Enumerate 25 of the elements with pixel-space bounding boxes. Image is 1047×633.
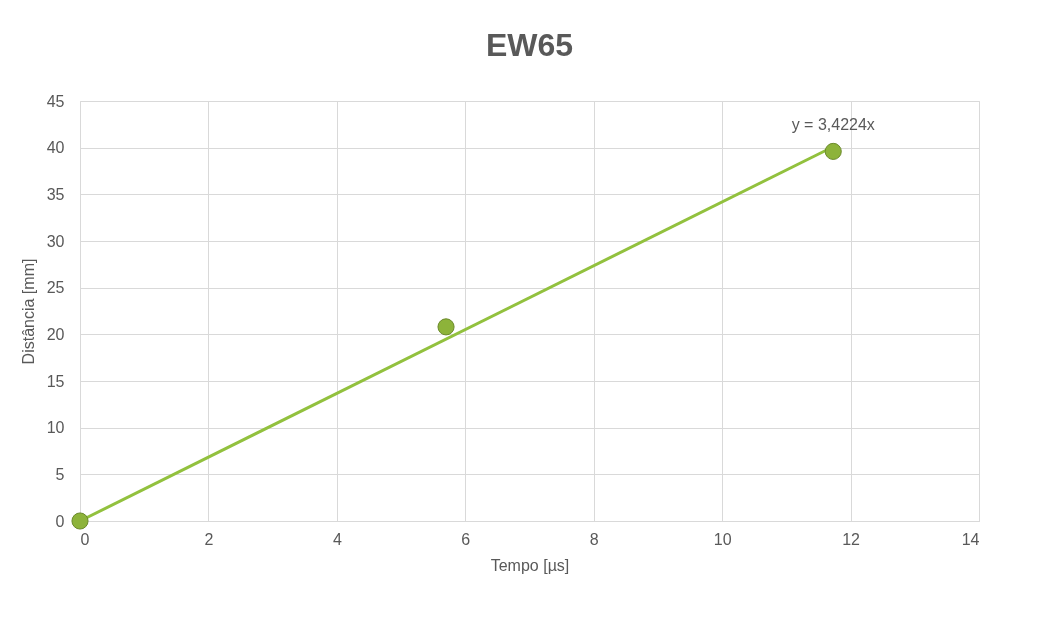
y-axis-title: Distância [mm]: [19, 258, 37, 365]
x-tick-label: 8: [589, 530, 599, 548]
y-tick-label: 10: [46, 419, 65, 437]
x-tick-label: 2: [204, 530, 214, 548]
x-tick-label: 4: [332, 530, 342, 548]
x-tick-label: 14: [961, 530, 980, 548]
x-tick-label: 6: [461, 530, 471, 548]
chart-title: EW65: [485, 27, 574, 63]
y-tick-label: 40: [46, 139, 65, 157]
y-tick-label: 35: [46, 185, 65, 203]
annotation: y = 3,4224x: [791, 115, 875, 133]
point: [824, 142, 842, 160]
y-tick-label: 45: [46, 92, 65, 110]
y-tick-label: 20: [46, 325, 65, 343]
y-tick-label: 15: [46, 372, 65, 390]
x-tick-label: 10: [713, 530, 732, 548]
y-tick-label: 5: [55, 465, 65, 483]
y-tick-label: 30: [46, 232, 65, 250]
x-axis-title: Tempo [µs]: [490, 556, 570, 574]
y-tick-label: 0: [55, 512, 65, 530]
point: [437, 318, 455, 336]
x-tick-label: 12: [842, 530, 861, 548]
x-tick-label: 0: [80, 530, 90, 548]
point: [71, 512, 89, 530]
y-tick-label: 25: [46, 279, 65, 297]
